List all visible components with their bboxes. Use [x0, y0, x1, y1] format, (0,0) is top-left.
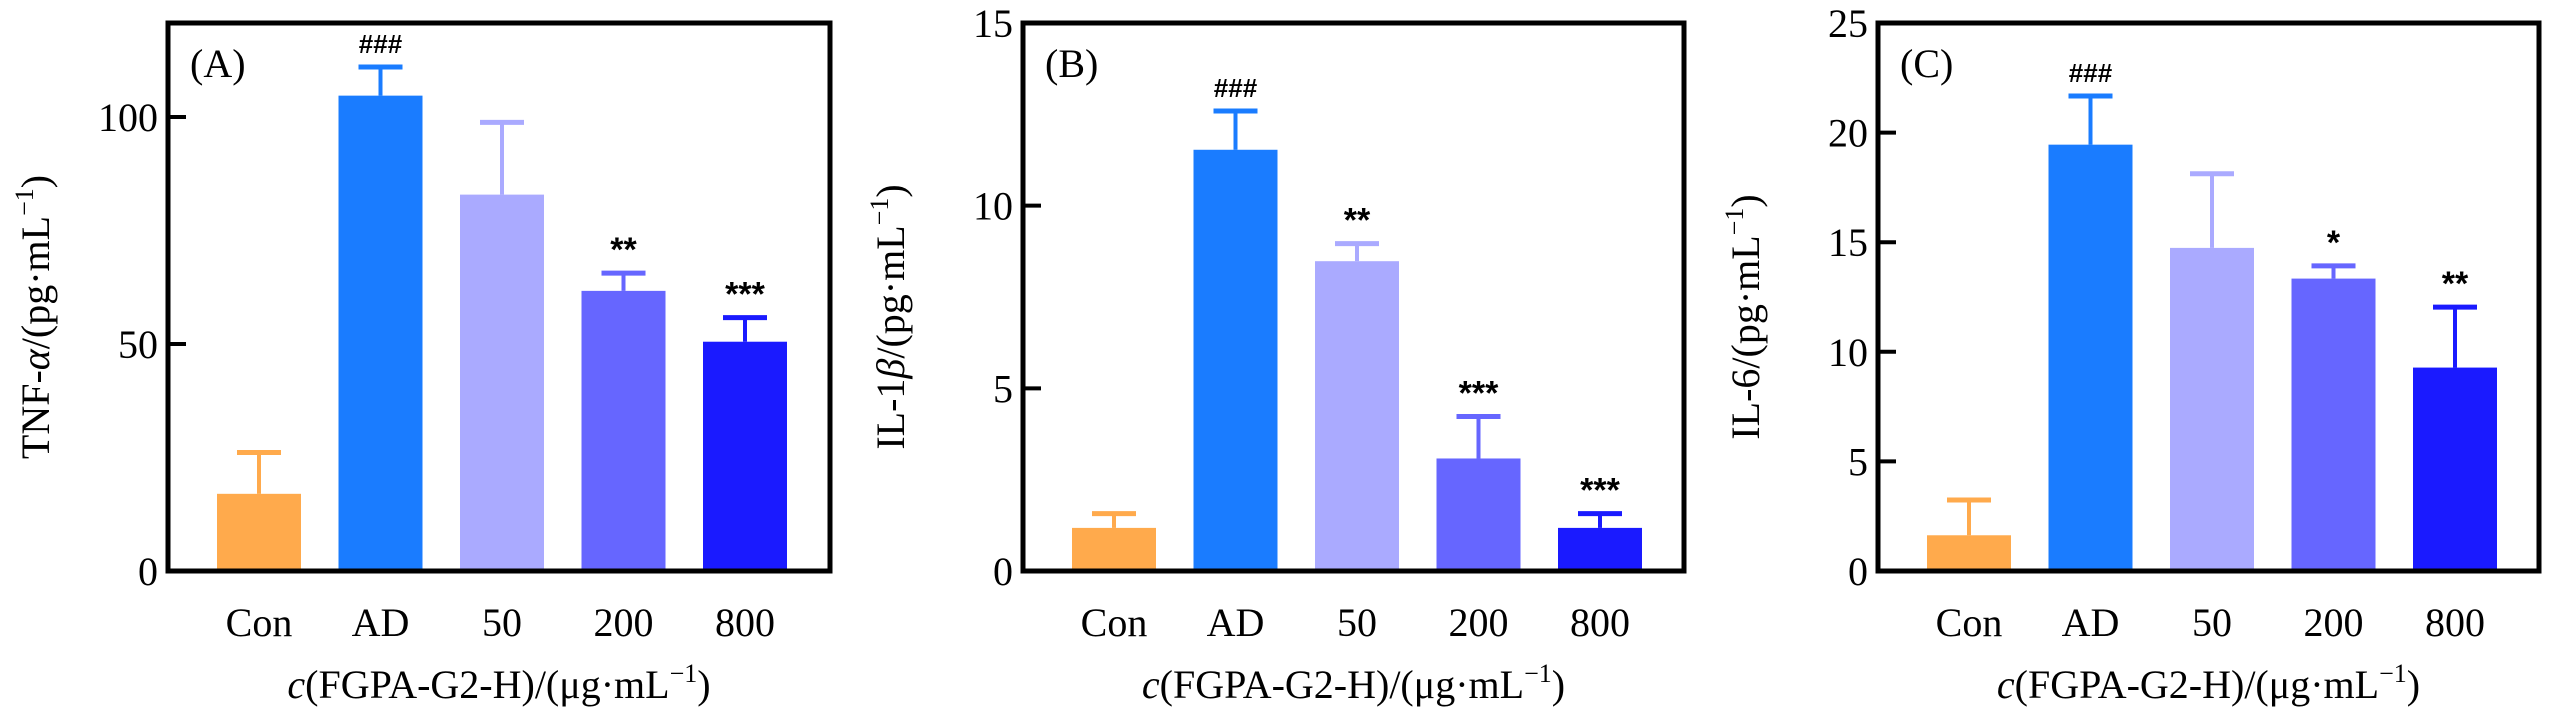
- x-axis-title: c(FGPA-G2-H)/(μg·mL−1): [287, 659, 710, 707]
- y-tick-label: 15: [1828, 220, 1868, 265]
- x-tick-label: 200: [2304, 600, 2364, 645]
- x-axis-title: c(FGPA-G2-H)/(μg·mL−1): [1142, 659, 1565, 707]
- x-tick-label: 200: [594, 600, 654, 645]
- y-axis-title-unit: /(pg·mL: [868, 225, 913, 358]
- x-axis-title-text: (FGPA-G2-H)/(μg·mL: [1160, 662, 1524, 707]
- x-tick-label: 50: [1337, 600, 1377, 645]
- bar-50: [1315, 261, 1399, 571]
- y-axis-title-unit: /(pg·mL: [13, 216, 58, 349]
- x-axis-title-text: (FGPA-G2-H)/(μg·mL: [2015, 662, 2379, 707]
- panel-label: (C): [1900, 41, 1953, 86]
- x-tick-label: AD: [1207, 600, 1265, 645]
- x-axis-title-text: (FGPA-G2-H)/(μg·mL: [305, 662, 669, 707]
- x-axis-title-sup: −1: [670, 659, 698, 688]
- x-axis-title-close: ): [697, 662, 710, 707]
- panel-c: Con ### AD 50 * 200 ** 800 0 5 10 15 20 25 (C) c(FGPA-G…: [1720, 1, 2542, 707]
- bar-800: [703, 341, 787, 571]
- bar-50: [460, 194, 544, 571]
- y-axis-title-text: IL-1: [868, 379, 913, 450]
- significance-label: *: [2327, 224, 2341, 262]
- y-axis-title-greek: α: [13, 348, 58, 370]
- panel-a: Con ### AD 50 ** 200 *** 800 0 50 100 (A) c(FGPA-G2-…: [10, 20, 833, 707]
- x-tick-label: 50: [2192, 600, 2232, 645]
- significance-label: **: [2442, 265, 2469, 303]
- y-tick-label: 10: [1828, 330, 1868, 375]
- bar-200: [2291, 278, 2376, 571]
- bar-con: [1927, 535, 2011, 571]
- y-axis-title: IL-1β/(pg·mL−1): [865, 184, 913, 449]
- panel-label: (B): [1045, 41, 1098, 86]
- y-axis-title: TNF-α/(pg·mL−1): [10, 175, 58, 459]
- y-axis-title-greek: β: [868, 359, 913, 380]
- x-tick-label: 800: [1570, 600, 1630, 645]
- significance-label: ###: [2069, 58, 2113, 88]
- x-tick-label: 800: [2425, 600, 2485, 645]
- y-axis-title-close: ): [868, 184, 913, 197]
- x-axis-title-italic: c: [287, 662, 305, 707]
- significance-label: ***: [1459, 374, 1499, 412]
- y-tick-label: 10: [973, 184, 1013, 229]
- panel-label: (A): [190, 41, 246, 86]
- bar-ad: [1193, 149, 1278, 571]
- bar-200: [1436, 458, 1521, 571]
- x-tick-label: 200: [1449, 600, 1509, 645]
- y-tick-label: 15: [973, 1, 1013, 46]
- y-tick-label: 5: [1848, 439, 1868, 484]
- significance-label: ***: [725, 276, 765, 314]
- y-tick-label: 5: [993, 366, 1013, 411]
- x-tick-label: AD: [2062, 600, 2120, 645]
- x-axis-title-close: ): [2407, 662, 2420, 707]
- y-axis-title-sup: −1: [10, 188, 39, 216]
- y-tick-label: 25: [1828, 1, 1868, 46]
- y-axis-title-sup: −1: [1720, 208, 1749, 236]
- y-axis-title: IL-6/(pg·mL−1): [1720, 194, 1768, 439]
- x-axis-title-sup: −1: [2379, 659, 2407, 688]
- x-axis-title: c(FGPA-G2-H)/(μg·mL−1): [1997, 659, 2420, 707]
- x-tick-label: Con: [1081, 600, 1148, 645]
- plot-frame: [1875, 20, 2542, 574]
- x-axis-title-italic: c: [1142, 662, 1160, 707]
- x-tick-label: Con: [1936, 600, 2003, 645]
- plot-frame: [1020, 20, 1687, 574]
- bar-800: [2413, 367, 2497, 571]
- significance-label: ***: [1580, 472, 1620, 510]
- y-tick-label: 0: [138, 549, 158, 594]
- y-axis-title-close: ): [1723, 194, 1768, 207]
- y-tick-label: 50: [118, 322, 158, 367]
- bar-800: [1558, 527, 1642, 571]
- bar-ad: [338, 95, 423, 571]
- y-tick-label: 100: [98, 95, 158, 140]
- x-axis-title-sup: −1: [1524, 659, 1552, 688]
- bar-con: [1072, 527, 1156, 571]
- x-tick-label: 50: [482, 600, 522, 645]
- y-axis-title-unit: /(pg·mL: [1723, 235, 1768, 368]
- bar-con: [217, 493, 301, 571]
- y-axis-title-text: TNF-: [13, 370, 58, 459]
- bar-ad: [2048, 144, 2133, 571]
- x-axis-title-close: ): [1552, 662, 1565, 707]
- panel-b: Con ### AD ** 50 *** 200 *** 800 0 5 10 15 (B) c(FGPA-…: [865, 1, 1687, 707]
- significance-label: **: [610, 231, 637, 269]
- plot-frame: [165, 20, 833, 574]
- x-tick-label: Con: [226, 600, 293, 645]
- bar-200: [581, 290, 666, 571]
- x-tick-label: 800: [715, 600, 775, 645]
- y-axis-title-close: ): [13, 175, 58, 188]
- y-axis-title-sup: −1: [865, 198, 894, 226]
- significance-label: ###: [359, 29, 403, 59]
- y-tick-label: 0: [993, 549, 1013, 594]
- significance-label: **: [1344, 202, 1371, 240]
- significance-label: ###: [1214, 73, 1258, 103]
- y-tick-label: 20: [1828, 111, 1868, 156]
- y-tick-label: 0: [1848, 549, 1868, 594]
- bar-50: [2170, 247, 2254, 571]
- y-axis-title-text: IL-6: [1723, 369, 1768, 440]
- x-axis-title-italic: c: [1997, 662, 2015, 707]
- x-tick-label: AD: [352, 600, 410, 645]
